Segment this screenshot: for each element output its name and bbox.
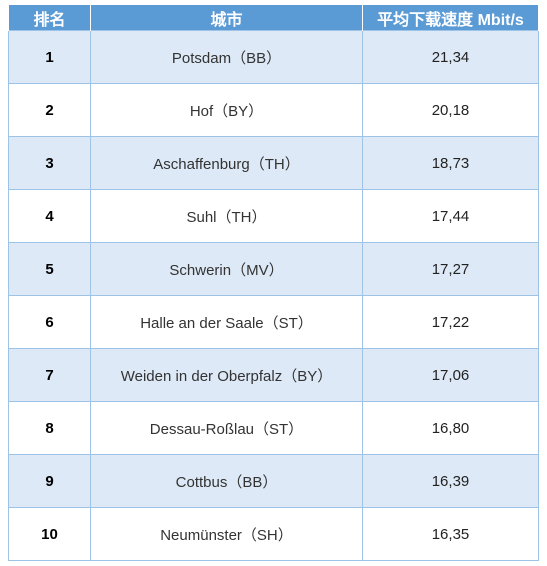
ranking-table-container: 排名 城市 平均下载速度 Mbit/s 1 Potsdam（BB） 21,34 … xyxy=(8,5,539,561)
rank-cell: 5 xyxy=(8,242,91,296)
rank-cell: 8 xyxy=(8,401,91,455)
rank-cell: 9 xyxy=(8,454,91,508)
city-cell: Hof（BY） xyxy=(90,83,363,137)
speed-cell: 17,27 xyxy=(362,242,539,296)
speed-cell: 17,22 xyxy=(362,295,539,349)
header-row: 排名 城市 平均下载速度 Mbit/s xyxy=(8,5,539,31)
table-row: 9 Cottbus（BB） 16,39 xyxy=(8,454,539,508)
city-cell: Dessau-Roßlau（ST） xyxy=(90,401,363,455)
speed-cell: 16,80 xyxy=(362,401,539,455)
table-row: 4 Suhl（TH） 17,44 xyxy=(8,189,539,243)
rank-cell: 7 xyxy=(8,348,91,402)
speed-cell: 20,18 xyxy=(362,83,539,137)
city-column-header: 城市 xyxy=(90,5,363,31)
table-row: 2 Hof（BY） 20,18 xyxy=(8,83,539,137)
download-speed-ranking-table: 排名 城市 平均下载速度 Mbit/s 1 Potsdam（BB） 21,34 … xyxy=(8,5,539,561)
rank-cell: 4 xyxy=(8,189,91,243)
rank-column-header: 排名 xyxy=(8,5,91,31)
table-row: 1 Potsdam（BB） 21,34 xyxy=(8,30,539,84)
speed-cell: 21,34 xyxy=(362,30,539,84)
table-body: 1 Potsdam（BB） 21,34 2 Hof（BY） 20,18 3 As… xyxy=(8,30,539,561)
rank-cell: 10 xyxy=(8,507,91,561)
table-row: 10 Neumünster（SH） 16,35 xyxy=(8,507,539,561)
rank-cell: 3 xyxy=(8,136,91,190)
table-row: 3 Aschaffenburg（TH） 18,73 xyxy=(8,136,539,190)
speed-cell: 18,73 xyxy=(362,136,539,190)
table-header: 排名 城市 平均下载速度 Mbit/s xyxy=(8,5,539,31)
city-cell: Neumünster（SH） xyxy=(90,507,363,561)
city-cell: Potsdam（BB） xyxy=(90,30,363,84)
city-cell: Schwerin（MV） xyxy=(90,242,363,296)
speed-cell: 16,39 xyxy=(362,454,539,508)
city-cell: Weiden in der Oberpfalz（BY） xyxy=(90,348,363,402)
table-row: 6 Halle an der Saale（ST） 17,22 xyxy=(8,295,539,349)
table-row: 7 Weiden in der Oberpfalz（BY） 17,06 xyxy=(8,348,539,402)
speed-cell: 17,44 xyxy=(362,189,539,243)
city-cell: Aschaffenburg（TH） xyxy=(90,136,363,190)
rank-cell: 2 xyxy=(8,83,91,137)
speed-column-header: 平均下载速度 Mbit/s xyxy=(362,5,539,31)
city-cell: Cottbus（BB） xyxy=(90,454,363,508)
speed-cell: 16,35 xyxy=(362,507,539,561)
rank-cell: 6 xyxy=(8,295,91,349)
rank-cell: 1 xyxy=(8,30,91,84)
city-cell: Halle an der Saale（ST） xyxy=(90,295,363,349)
table-row: 8 Dessau-Roßlau（ST） 16,80 xyxy=(8,401,539,455)
city-cell: Suhl（TH） xyxy=(90,189,363,243)
table-row: 5 Schwerin（MV） 17,27 xyxy=(8,242,539,296)
speed-cell: 17,06 xyxy=(362,348,539,402)
